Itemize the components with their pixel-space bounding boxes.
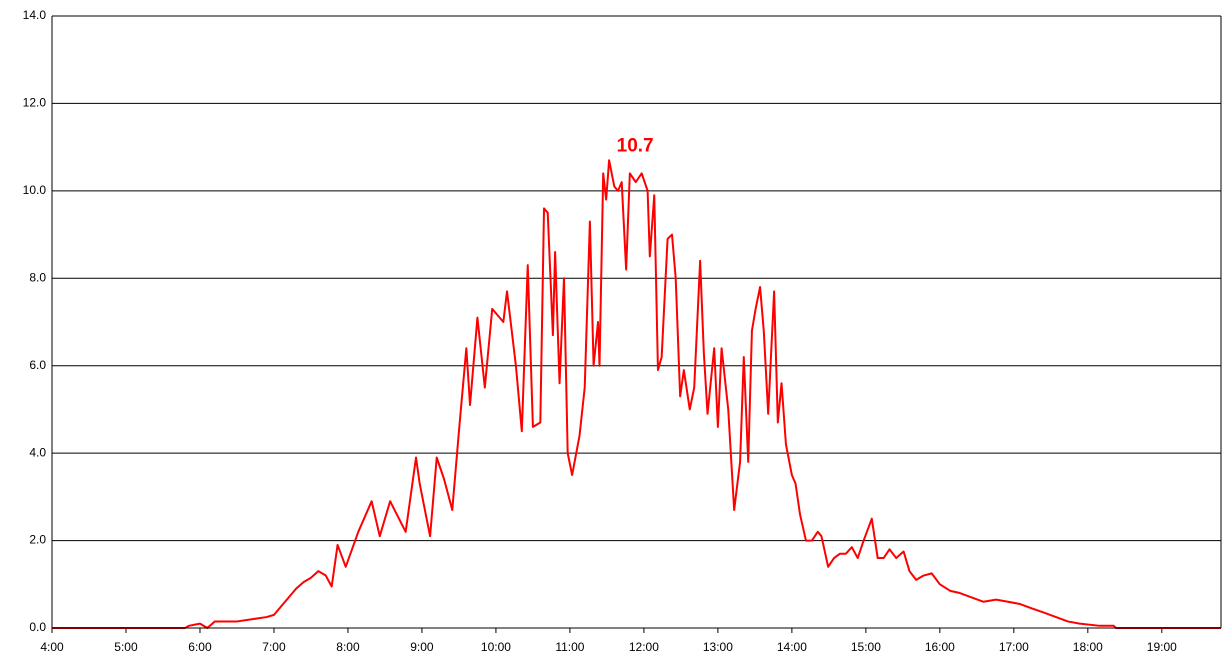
x-tick-label: 17:00 bbox=[999, 640, 1029, 654]
x-tick-label: 9:00 bbox=[410, 640, 434, 654]
x-tick-label: 13:00 bbox=[703, 640, 733, 654]
x-tick-label: 14:00 bbox=[777, 640, 807, 654]
line bbox=[52, 159, 1221, 629]
y-tick-label: 0.0 bbox=[29, 620, 46, 634]
x-tick-label: 15:00 bbox=[851, 640, 881, 654]
y-tick-label: 10.0 bbox=[23, 183, 47, 197]
x-tick-label: 4:00 bbox=[40, 640, 64, 654]
x-tick-label: 8:00 bbox=[336, 640, 360, 654]
y-tick-label: 2.0 bbox=[29, 533, 46, 547]
x-tick-label: 18:00 bbox=[1073, 640, 1103, 654]
x-tick-label: 5:00 bbox=[114, 640, 138, 654]
y-tick-label: 12.0 bbox=[23, 96, 47, 110]
peak-label: 10.7 bbox=[617, 135, 654, 156]
y-tick-label: 8.0 bbox=[29, 270, 46, 284]
x-tick-label: 10:00 bbox=[481, 640, 511, 654]
x-tick-label: 6:00 bbox=[188, 640, 212, 654]
x-tick-label: 12:00 bbox=[629, 640, 659, 654]
x-tick-label: 11:00 bbox=[555, 640, 584, 654]
y-tick-label: 6.0 bbox=[29, 358, 46, 372]
y-tick-label: 14.0 bbox=[23, 8, 47, 22]
x-tick-label: 19:00 bbox=[1147, 640, 1177, 654]
x-tick-label: 7:00 bbox=[262, 640, 286, 654]
x-tick-label: 16:00 bbox=[925, 640, 955, 654]
y-tick-label: 4.0 bbox=[29, 445, 46, 459]
